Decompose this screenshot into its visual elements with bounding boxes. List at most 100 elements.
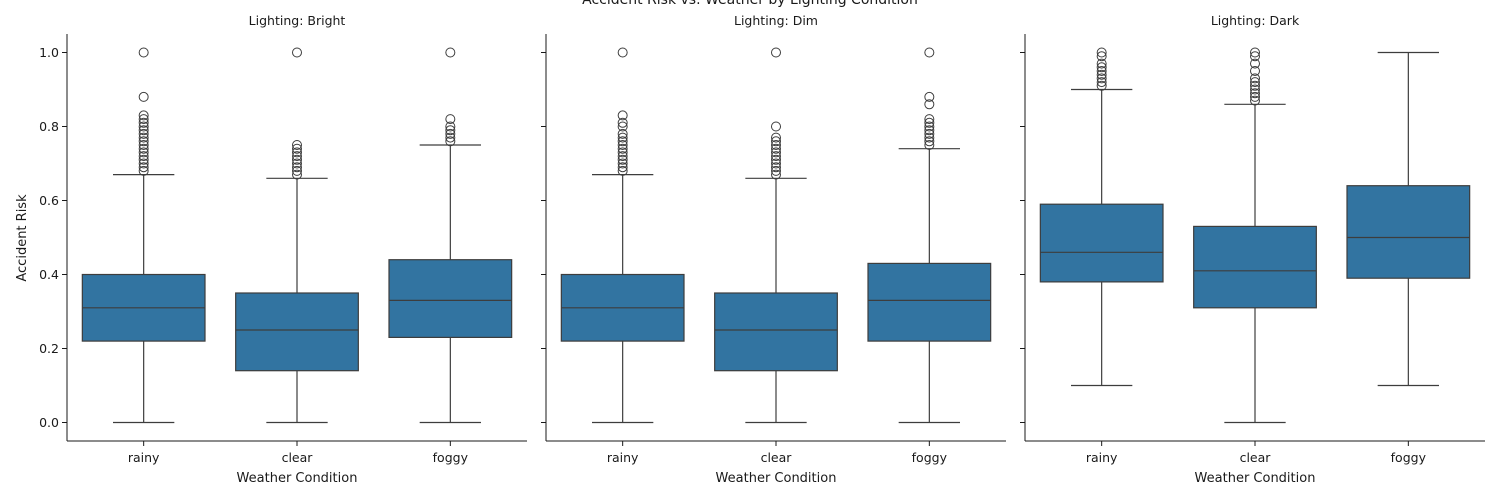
box-iqr (714, 292, 838, 372)
outlier-point (617, 117, 628, 128)
outlier-point (924, 99, 935, 110)
outlier-point (1250, 47, 1260, 58)
outlier-point (1096, 69, 1107, 80)
outlier-point (1250, 51, 1260, 62)
box-clear: clear (714, 47, 838, 465)
outlier-point (292, 169, 302, 180)
outlier-point (771, 158, 781, 169)
x-tick-label: foggy (433, 450, 469, 465)
outlier-point (1250, 73, 1260, 84)
box-rainy: rainy (81, 47, 206, 465)
outlier-point (1096, 51, 1107, 62)
outlier-point (292, 165, 302, 176)
outlier-point (445, 136, 456, 147)
box-rainy: rainy (560, 47, 685, 465)
x-tick-label: clear (1240, 450, 1272, 465)
outlier-point (1096, 77, 1107, 88)
outlier-point (924, 91, 935, 102)
outlier-point (138, 47, 149, 58)
box-iqr (867, 262, 992, 342)
outlier-point (292, 140, 302, 150)
outlier-point (1250, 58, 1260, 69)
outlier-point (292, 147, 302, 158)
panel-1: Lighting: Dim Weather Condition rainy clear… (541, 13, 1006, 486)
outlier-point (1096, 66, 1107, 76)
outlier-point (617, 147, 628, 158)
box-clear: clear (235, 47, 359, 465)
outlier-point (138, 110, 149, 121)
outlier-point (617, 128, 628, 139)
outlier-point (617, 165, 628, 176)
x-axis-label: Weather Condition (237, 471, 358, 486)
y-tick-label: 0.0 (39, 415, 59, 430)
outlier-point (771, 132, 781, 143)
outlier-point (445, 121, 456, 132)
outlier-point (771, 154, 781, 165)
x-tick-label: foggy (912, 450, 948, 465)
outlier-point (1096, 62, 1107, 73)
box-clear: clear (1193, 47, 1317, 465)
outlier-point (138, 151, 149, 162)
outlier-point (138, 165, 149, 176)
x-tick-label: clear (761, 450, 793, 465)
outlier-point (138, 121, 149, 132)
x-tick-label: rainy (128, 450, 160, 465)
box-foggy: foggy (867, 47, 992, 465)
box-iqr (1039, 203, 1164, 283)
x-tick-label: foggy (1391, 450, 1427, 465)
outlier-point (1096, 47, 1107, 58)
outlier-point (617, 110, 628, 121)
panel-title: Lighting: Bright (249, 13, 346, 28)
outlier-point (617, 140, 628, 150)
outlier-point (924, 125, 935, 136)
outlier-point (138, 132, 149, 143)
y-axis-label: Accident Risk (15, 194, 30, 282)
box-iqr (235, 292, 359, 372)
outlier-point (617, 158, 628, 169)
box-rainy: rainy (1039, 47, 1164, 465)
outlier-point (924, 114, 935, 125)
outlier-point (445, 47, 456, 58)
outlier-point (445, 125, 456, 136)
outlier-point (617, 143, 628, 154)
panel-2: Lighting: Dark Weather Condition rainy clea… (1020, 13, 1485, 486)
outlier-point (924, 47, 935, 58)
outlier-point (1096, 80, 1107, 91)
outlier-point (138, 143, 149, 154)
outlier-point (138, 125, 149, 136)
outlier-point (617, 154, 628, 165)
outlier-point (771, 162, 781, 173)
outlier-point (617, 132, 628, 143)
x-tick-label: clear (282, 450, 314, 465)
outlier-point (617, 121, 628, 132)
outlier-point (617, 151, 628, 162)
outlier-point (292, 151, 302, 162)
outlier-point (445, 114, 456, 125)
panel-title: Lighting: Dark (1211, 13, 1300, 28)
outlier-point (617, 162, 628, 173)
outlier-point (138, 128, 149, 139)
outlier-point (771, 147, 781, 158)
outlier-point (924, 140, 935, 150)
outlier-point (771, 151, 781, 162)
chart-title: Accident Risk vs. Weather by Lighting Co… (582, 0, 918, 8)
outlier-point (138, 147, 149, 158)
y-tick-label: 0.8 (39, 119, 59, 134)
outlier-point (771, 143, 781, 154)
outlier-point (771, 47, 781, 58)
x-axis-label: Weather Condition (1195, 471, 1316, 486)
outlier-point (292, 47, 302, 58)
box-iqr (1193, 225, 1317, 309)
y-tick-label: 0.4 (39, 267, 59, 282)
outlier-point (138, 158, 149, 169)
outlier-point (1250, 88, 1260, 99)
outlier-point (292, 158, 302, 169)
outlier-point (138, 154, 149, 165)
box-foggy: foggy (388, 47, 513, 465)
outlier-point (1250, 80, 1260, 91)
y-tick-label: 0.6 (39, 193, 59, 208)
outlier-point (771, 165, 781, 176)
outlier-point (617, 47, 628, 58)
